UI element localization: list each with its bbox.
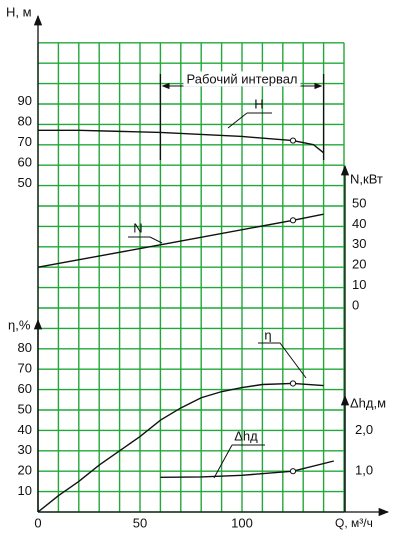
interval-label: Рабочий интервал	[186, 71, 297, 86]
eta-tick-label: 30	[18, 442, 32, 457]
point-marker	[289, 380, 297, 387]
eta-tick-label: 40	[18, 422, 32, 437]
series-line	[38, 129, 325, 154]
eta-tick-label: 10	[18, 483, 32, 498]
eta-tick-label: 20	[18, 463, 32, 478]
n-tick-label: 10	[352, 277, 366, 292]
x-tick-label: 100	[231, 515, 253, 530]
n-tick-label: 20	[352, 257, 366, 272]
grid	[37, 42, 345, 513]
n-tick-label: 30	[352, 236, 366, 251]
series-line	[160, 460, 334, 479]
series-label: N	[133, 220, 142, 235]
eta-axis-label: η,%	[8, 317, 31, 332]
series-label: η	[264, 327, 271, 342]
axes: 0 50 100 Q, м³/ч 50 60 70 80 90 H, м 0 10 20 30 40 50 N,…	[6, 4, 390, 530]
series-label: Δhд	[234, 428, 258, 443]
series-line	[37, 382, 324, 513]
h-axis-label: H, м	[6, 4, 32, 19]
x-axis-label: Q, м³/ч	[335, 516, 373, 530]
x-tick-label: 0	[34, 515, 41, 530]
n-tick-label: 40	[352, 216, 366, 231]
eta-tick-label: 60	[18, 381, 32, 396]
n-leader	[128, 236, 163, 244]
eta-tick-label: 70	[18, 361, 32, 376]
n-tick-label: 50	[352, 195, 366, 210]
interval-label-bg	[183, 71, 301, 87]
n-tick-label: 0	[352, 297, 359, 312]
h-tick-label: 70	[18, 134, 32, 149]
eta-tick-label: 80	[18, 340, 32, 355]
dh-tick-label: 1,0	[355, 463, 373, 478]
dh-leader	[213, 444, 265, 479]
eta-leader	[258, 342, 307, 379]
leaders	[128, 112, 307, 479]
h-tick-label: 90	[18, 93, 32, 108]
series-label: H	[254, 96, 263, 111]
series-line	[37, 213, 324, 268]
h-tick-label: 60	[18, 154, 32, 169]
dh-axis-label: Δhд,м	[350, 395, 386, 410]
eta-tick-label: 50	[18, 401, 32, 416]
point-marker	[289, 137, 297, 144]
point-marker	[289, 468, 297, 475]
n-axis-label: N,кВт	[350, 171, 383, 186]
h-tick-label: 50	[18, 175, 32, 190]
dh-tick-label: 2,0	[355, 422, 373, 437]
h-leader	[227, 112, 272, 129]
point-marker	[289, 217, 297, 224]
x-tick-label: 50	[133, 515, 147, 530]
plot: Рабочий интервал H Nη Δhд	[37, 71, 334, 513]
h-tick-label: 80	[18, 114, 32, 129]
